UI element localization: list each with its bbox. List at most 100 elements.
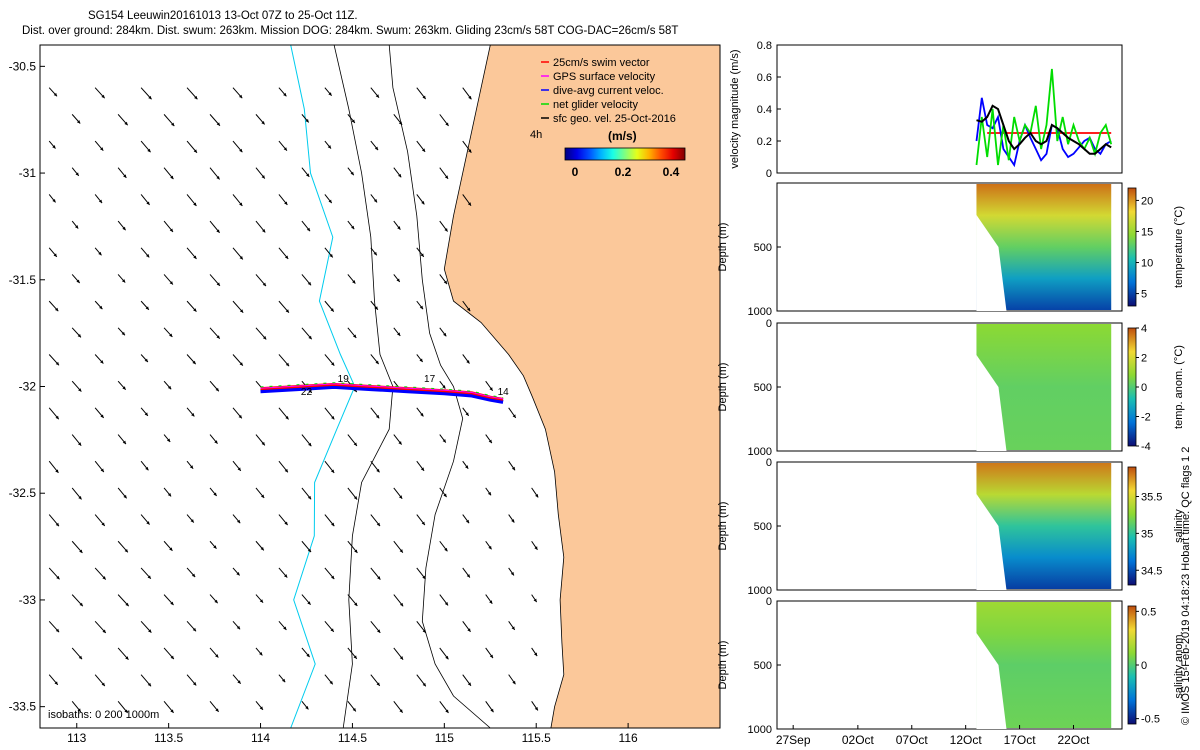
geo-arrowhead <box>214 440 218 444</box>
geo-arrowhead <box>238 414 242 419</box>
geo-arrowhead <box>488 439 492 444</box>
cbar-label: salinity anom. <box>1173 631 1185 698</box>
heatmap-mask <box>976 215 1007 311</box>
geo-arrowhead <box>216 229 220 233</box>
geo-arrowhead <box>488 545 492 550</box>
geo-arrowhead <box>169 333 173 337</box>
geo-arrowhead <box>489 654 493 659</box>
colorbar-gradient <box>564 147 686 161</box>
geo-arrowhead <box>239 362 243 366</box>
geo-arrowhead <box>373 251 377 256</box>
geo-arrowhead <box>420 413 424 417</box>
geo-arrowhead <box>170 175 174 180</box>
track-dac <box>260 384 504 404</box>
geo-arrowhead <box>145 253 150 258</box>
geo-arrowhead <box>285 362 290 367</box>
track-map[interactable]: 19 17 22 14 113 113.5 114 114.5 115 115.5 116 -30.5… <box>0 0 740 750</box>
geo-arrowhead <box>237 467 241 471</box>
geo-arrowhead <box>510 571 514 576</box>
geo-arrowhead <box>353 496 358 500</box>
geo-arrowhead <box>511 519 515 523</box>
velocity-series-line <box>976 104 1112 155</box>
geo-arrowhead <box>422 575 426 580</box>
map-xtick-label: 115.5 <box>522 731 551 745</box>
geo-arrowhead <box>512 414 516 418</box>
track-day-label: 22 <box>301 387 313 398</box>
geo-arrowhead <box>327 145 332 149</box>
land-mass <box>443 45 720 728</box>
geo-arrowhead <box>214 599 218 604</box>
geo-arrowhead <box>237 680 241 684</box>
geo-arrowhead <box>74 225 79 229</box>
time-tick-label: 12Oct <box>950 733 983 747</box>
geo-arrowhead <box>259 651 263 656</box>
geo-arrowhead <box>465 412 469 416</box>
geo-arrowhead <box>421 200 425 205</box>
legend-label: GPS surface velocity <box>553 71 656 83</box>
title-line-2: Dist. over ground: 284km. Dist. swum: 26… <box>22 25 679 37</box>
geo-arrowhead <box>77 708 81 712</box>
geo-arrowhead <box>215 654 219 658</box>
map-legend: 25cm/s swim vector GPS surface velocity di… <box>530 57 676 143</box>
geo-arrowhead <box>239 309 244 313</box>
geo-arrowhead <box>308 442 312 447</box>
map-xtick-label: 115 <box>435 731 454 745</box>
geo-arrowhead <box>443 332 447 337</box>
geo-arrowhead <box>330 469 335 473</box>
time-tick-label: 22Oct <box>1057 733 1090 747</box>
geo-arrowhead <box>52 198 56 203</box>
geo-arrowhead <box>125 656 129 660</box>
geo-arrowhead <box>215 708 219 712</box>
vector-scale-label: 4h <box>530 129 542 141</box>
geo-arrowhead <box>100 414 104 418</box>
geo-arrowhead <box>422 95 426 100</box>
geo-arrowhead <box>283 92 287 97</box>
geo-arrowhead <box>98 251 102 256</box>
cbar-tick-label: 10 <box>1141 258 1153 270</box>
geo-arrowhead <box>397 226 401 230</box>
geo-arrowhead <box>465 465 469 469</box>
cbar-tick-label: 20 <box>1141 195 1153 207</box>
geo-arrowhead <box>490 708 494 713</box>
geo-arrowhead <box>54 681 58 685</box>
geo-arrowhead <box>100 360 104 364</box>
geo-arrowhead <box>55 361 60 366</box>
geo-arrowhead <box>350 171 354 176</box>
geo-arrowhead <box>487 491 492 496</box>
geo-arrowhead <box>236 519 241 524</box>
geo-arrowhead <box>354 602 358 606</box>
geo-arrowhead <box>215 387 219 392</box>
velocity-frame <box>776 44 1123 174</box>
map-xtick-label: 114 <box>251 731 270 745</box>
geo-arrowhead <box>511 466 516 471</box>
geo-arrowhead <box>330 308 334 312</box>
cbar-label: temp. anom. (°C) <box>1173 345 1185 429</box>
geo-arrowhead <box>53 253 57 257</box>
geo-arrowhead <box>190 519 194 523</box>
geo-arrowhead <box>375 414 380 419</box>
time-tick-label: 27Sep <box>776 733 811 747</box>
geo-arrowhead <box>512 680 516 685</box>
geo-arrowhead <box>376 682 380 686</box>
geo-arrowhead <box>259 706 263 710</box>
heatmap-colorbar <box>1127 466 1137 586</box>
geo-arrowhead <box>144 412 148 416</box>
geo-arrowhead <box>375 360 379 365</box>
geo-arrowhead <box>419 358 423 363</box>
geo-arrowhead <box>374 306 378 310</box>
cbar-tick-label: 0.5 <box>1141 606 1156 618</box>
geo-arrowhead <box>306 173 310 177</box>
geo-arrowhead <box>419 305 424 310</box>
geo-arrowhead <box>102 576 106 580</box>
heatmap-ylabel: Depth (m) <box>717 363 729 412</box>
geo-arrowhead <box>125 602 129 607</box>
geo-arrowhead <box>535 493 539 498</box>
geo-arrowhead <box>444 601 449 606</box>
geo-arrowhead <box>352 280 356 284</box>
map-xtick-label: 114.5 <box>338 731 367 745</box>
geo-arrowhead <box>377 576 381 580</box>
geo-arrowhead <box>55 628 60 633</box>
geo-arrowhead <box>169 281 173 285</box>
geo-arrowhead <box>144 358 148 363</box>
geo-arrowhead <box>468 149 472 153</box>
